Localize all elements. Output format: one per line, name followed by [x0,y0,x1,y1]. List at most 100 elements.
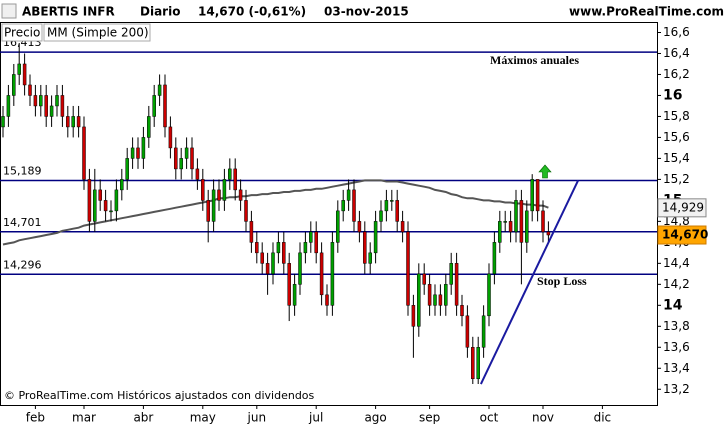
candle-body [352,189,356,222]
candle-body [368,252,372,264]
candle-body [174,147,178,170]
period: Diario [140,5,180,19]
level-label: 14,701 [3,216,42,229]
candle-body [12,74,16,96]
legend: Precio MM (Simple 200) [1,23,151,42]
candle-body [147,116,151,138]
candle-body [379,210,383,222]
candle-body [22,63,27,86]
y-tick-label: 14,4 [663,256,690,270]
candle-body [6,95,11,117]
candle-body [303,242,308,254]
candle-body [249,221,254,243]
candle-body [1,116,5,128]
moving-average [2,179,549,246]
site: www.ProRealTime.com [569,5,724,19]
candle-body [417,273,421,327]
y-tick-label: 16,2 [663,67,690,81]
candle-body [71,116,75,128]
last-price-label: 14,670 [662,228,708,242]
candle-body [433,294,437,306]
candle-body [33,95,38,107]
last-ma-label: 14,929 [662,200,704,214]
legend-box [43,23,151,42]
price: 14,670 (-0,61%) [198,5,306,19]
level-label: 14,296 [3,258,42,271]
candle-body [87,179,92,222]
y-tick-label: 16,4 [663,46,690,60]
annotation: Stop Loss [537,274,587,288]
candle-body [49,105,54,117]
candle-body [265,263,270,275]
candle-body [535,179,540,212]
candle-body [336,210,340,243]
candle-body [427,284,432,306]
candle-body [260,252,264,264]
candle-body [163,84,167,128]
trendline [479,180,580,385]
candle-body [141,137,146,159]
candle-body [395,200,399,222]
x-tick-label: nov [532,411,554,425]
menu-icon[interactable] [1,3,17,19]
candle-body [341,200,345,212]
candle-body [384,200,389,212]
candle-body [125,158,129,180]
candle-body [373,221,378,254]
candle-body [282,242,286,264]
candle-body [109,210,113,213]
candle-body [487,273,491,317]
candle-body [287,263,291,306]
x-tick-label: ago [364,411,386,425]
arrow-up [538,164,552,179]
candle-body [508,221,513,233]
legend-entry: Precio [4,26,40,40]
candle-body [314,231,318,254]
candle-body [55,95,59,107]
candle-body [276,242,281,254]
y-tick-label: 14 [663,297,683,313]
y-tick-label: 14,8 [663,214,690,228]
candle-body [244,200,248,222]
candle-body [168,126,173,149]
candle-body [238,189,243,201]
y-tick-label: 15,2 [663,172,690,186]
x-tick-label: sep [419,411,440,425]
candle-body [438,294,443,306]
candle-body [195,168,200,180]
y-tick-label: 13,6 [663,340,690,354]
x-tick-label: abr [133,411,153,425]
x-tick-label: oct [480,411,499,425]
candle-body [130,147,135,159]
candle-body [157,84,162,96]
candle-body [330,242,335,306]
candle-body [390,200,394,202]
y-tick-label: 16 [663,87,682,103]
legend-box [1,23,43,42]
x-tick-label: may [190,411,216,425]
x-tick-label: mar [72,411,96,425]
candle-body [190,147,194,170]
candle-body [525,210,529,243]
x-tick-label: jul [308,411,323,425]
candle-body [406,231,410,306]
y-tick-label: 15,6 [663,130,690,144]
x-tick-label: feb [26,411,45,425]
candle-body [498,221,502,243]
candle-body [206,200,210,222]
date: 03-nov-2015 [324,5,409,19]
y-tick-label: 14,2 [663,277,690,291]
candle-body [444,284,448,306]
candle-body [217,189,221,201]
candle-body [233,168,237,191]
candle-body [546,231,551,236]
candle-body [346,189,351,201]
candle-body [422,273,426,285]
legend-entry: MM (Simple 200) [47,26,149,40]
symbol: ABERTIS INFR [22,5,115,19]
candle-body [179,158,183,170]
candle-body [211,189,216,222]
candle-body [481,315,486,348]
y-tick-label: 15,4 [663,151,690,165]
